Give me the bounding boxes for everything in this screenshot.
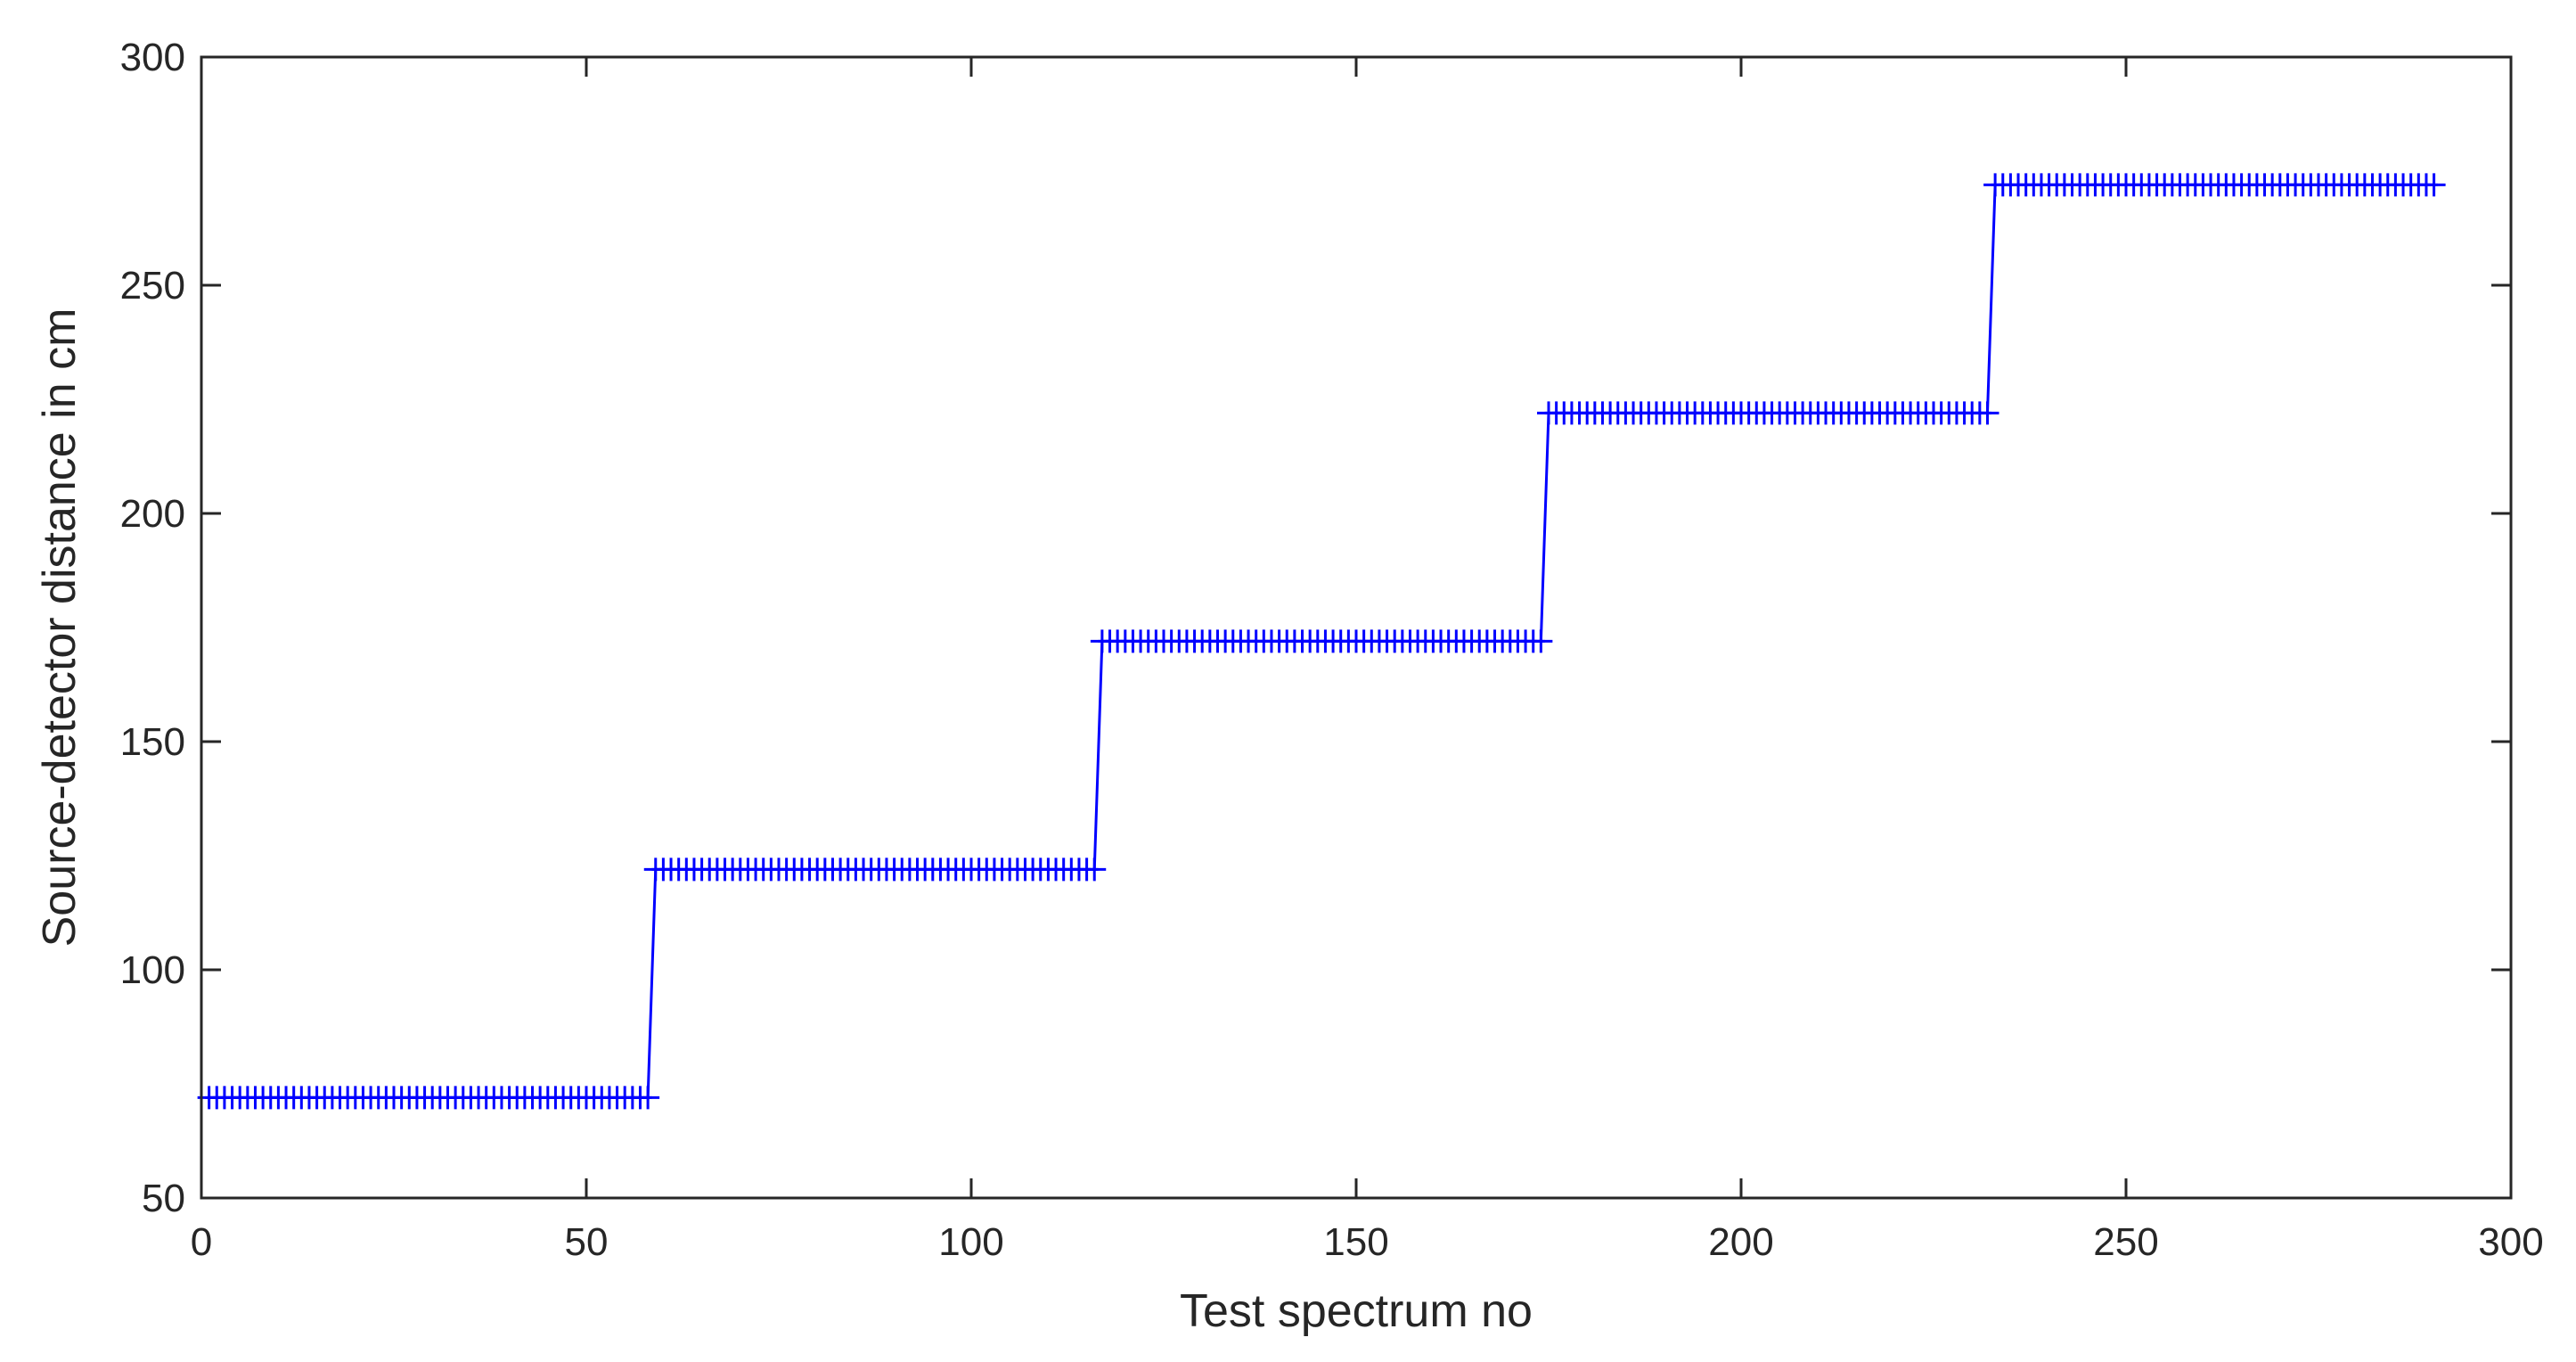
y-tick-label: 50 [142,1177,185,1220]
y-tick-label: 150 [120,720,185,764]
x-tick-label: 100 [938,1220,1003,1264]
x-axis-label: Test spectrum no [1180,1285,1533,1337]
plot-frame [200,55,2513,1200]
y-tick-label: 250 [120,264,185,308]
data-point-marker [1975,401,1999,425]
y-tick-label: 100 [120,948,185,992]
series-group [197,173,2446,1110]
x-tick-label: 300 [2478,1220,2543,1264]
y-tick-label: 300 [120,36,185,79]
x-tick-label: 250 [2093,1220,2158,1264]
y-axis-label: Source-detector distance in cm [34,308,86,948]
x-tick-label: 200 [1708,1220,1773,1264]
data-point-marker [1529,629,1553,653]
y-tick-label: 200 [120,492,185,536]
data-point-marker [636,1086,660,1110]
data-point-marker [2422,173,2446,197]
axis-ticks [200,55,2513,1200]
x-tick-label: 50 [565,1220,609,1264]
data-point-marker [1083,857,1107,882]
x-tick-label: 0 [191,1220,212,1264]
x-tick-label: 150 [1323,1220,1388,1264]
series-markers [197,173,2446,1110]
